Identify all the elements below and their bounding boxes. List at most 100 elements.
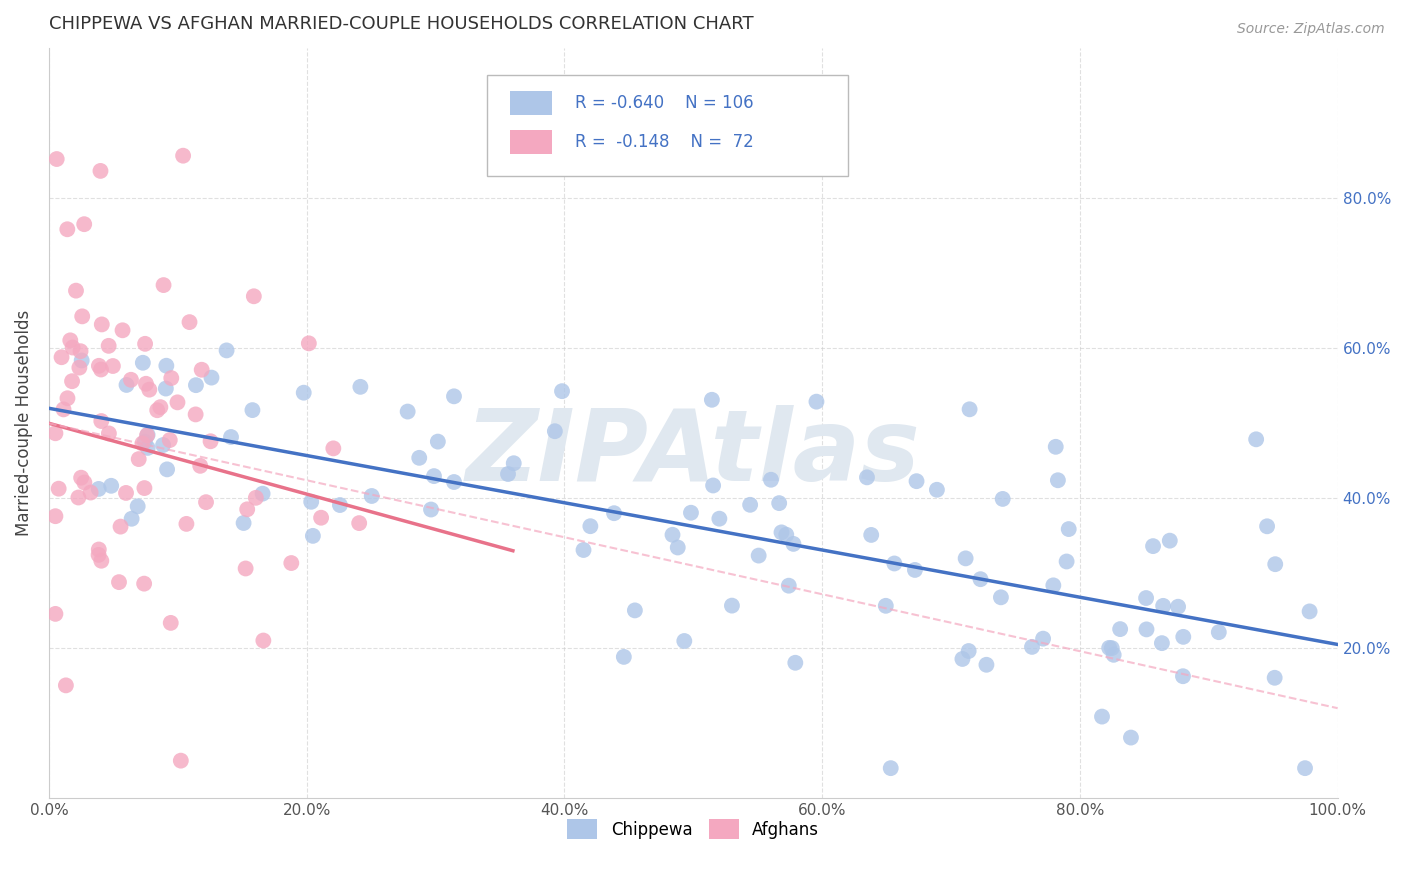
Point: [115, 378, 138, 392]
Point: [138, 383, 160, 397]
Point: [90, 414, 112, 428]
Point: [159, 433, 181, 447]
Point: [775, 527, 797, 541]
Point: [905, 474, 928, 488]
Point: [56, 391, 79, 405]
Text: CHIPPEWA VS AFGHAN MARRIED-COUPLE HOUSEHOLDS CORRELATION CHART: CHIPPEWA VS AFGHAN MARRIED-COUPLE HOUSEH…: [49, 15, 754, 33]
Point: [349, 380, 371, 394]
Point: [90, 362, 112, 376]
Point: [959, 402, 981, 417]
Point: [426, 434, 449, 449]
Point: [603, 506, 626, 520]
Point: [1135, 591, 1157, 605]
Point: [759, 473, 782, 487]
Point: [134, 336, 156, 351]
Point: [309, 510, 332, 524]
Point: [673, 634, 696, 648]
Point: [904, 563, 927, 577]
Point: [1057, 522, 1080, 536]
Point: [396, 404, 419, 418]
Point: [329, 498, 352, 512]
Point: [128, 452, 150, 467]
Point: [1150, 636, 1173, 650]
Point: [152, 438, 174, 452]
Point: [188, 458, 211, 473]
Point: [579, 519, 602, 533]
Point: [785, 656, 807, 670]
Point: [1056, 554, 1078, 568]
Point: [232, 516, 254, 530]
Point: [1135, 623, 1157, 637]
Point: [1101, 641, 1123, 656]
Point: [955, 551, 977, 566]
Point: [1109, 622, 1132, 636]
Point: [1142, 539, 1164, 553]
Point: [952, 652, 974, 666]
Point: [44, 426, 66, 441]
Point: [242, 403, 264, 417]
Point: [991, 491, 1014, 506]
Point: [166, 395, 188, 409]
Text: Source: ZipAtlas.com: Source: ZipAtlas.com: [1237, 22, 1385, 37]
Point: [200, 434, 222, 449]
Point: [280, 556, 302, 570]
Point: [200, 370, 222, 384]
Point: [45, 152, 67, 166]
Point: [48, 482, 70, 496]
Point: [184, 408, 207, 422]
Point: [1171, 669, 1194, 683]
Point: [702, 478, 724, 492]
Point: [51, 350, 73, 364]
Point: [62, 341, 84, 355]
Point: [1294, 761, 1316, 775]
Point: [661, 528, 683, 542]
Point: [544, 424, 567, 438]
Point: [149, 400, 172, 414]
Point: [1159, 533, 1181, 548]
Point: [420, 502, 443, 516]
Y-axis label: Married-couple Households: Married-couple Households: [15, 310, 32, 536]
Point: [87, 548, 110, 562]
Point: [184, 378, 207, 392]
Point: [60, 374, 83, 388]
Point: [721, 599, 744, 613]
Point: [155, 382, 177, 396]
Point: [1046, 473, 1069, 487]
Point: [299, 495, 322, 509]
Point: [136, 427, 159, 442]
Point: [87, 482, 110, 496]
Point: [1208, 625, 1230, 640]
Point: [502, 456, 524, 470]
Point: [243, 289, 266, 303]
Point: [136, 441, 159, 455]
Point: [79, 485, 101, 500]
Point: [613, 649, 636, 664]
Point: [67, 360, 90, 375]
Point: [101, 359, 124, 373]
Point: [179, 315, 201, 329]
Point: [70, 353, 93, 368]
Point: [347, 516, 370, 530]
Point: [292, 385, 315, 400]
Point: [70, 310, 93, 324]
Point: [1032, 632, 1054, 646]
Point: [1119, 731, 1142, 745]
Point: [70, 471, 93, 485]
Point: [925, 483, 948, 497]
Point: [1256, 519, 1278, 533]
Point: [768, 496, 790, 510]
Point: [551, 384, 574, 399]
Point: [1244, 432, 1267, 446]
Point: [1091, 709, 1114, 723]
Point: [65, 284, 87, 298]
Point: [44, 607, 66, 621]
Point: [957, 644, 980, 658]
Point: [69, 344, 91, 359]
Point: [195, 495, 218, 509]
Point: [90, 318, 112, 332]
Point: [1045, 440, 1067, 454]
Text: R =  -0.148    N =  72: R = -0.148 N = 72: [575, 133, 754, 151]
Point: [73, 217, 96, 231]
Point: [190, 363, 212, 377]
Point: [1021, 640, 1043, 654]
